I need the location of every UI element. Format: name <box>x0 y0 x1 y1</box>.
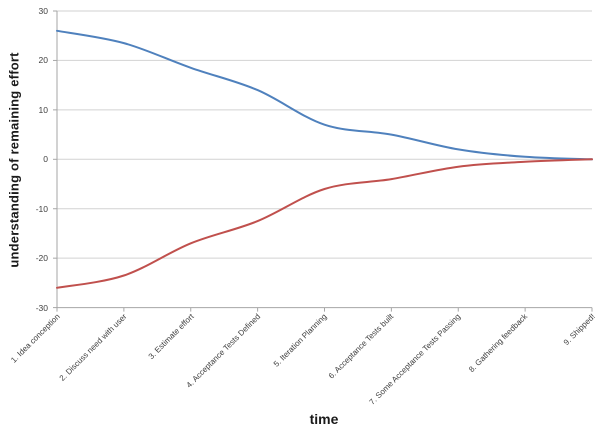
y-tick-label: 30 <box>38 6 48 16</box>
series-blue-line <box>56 29 593 161</box>
y-tick-label: 20 <box>38 55 48 65</box>
y-tick-label: -10 <box>35 204 48 214</box>
series-red-line <box>56 158 593 289</box>
y-tick-label: 10 <box>38 105 48 115</box>
y-tick-label: -20 <box>35 253 48 263</box>
y-tick-label: -30 <box>35 303 48 313</box>
x-axis-title: time <box>309 411 339 427</box>
y-tick-label: 0 <box>43 154 48 164</box>
